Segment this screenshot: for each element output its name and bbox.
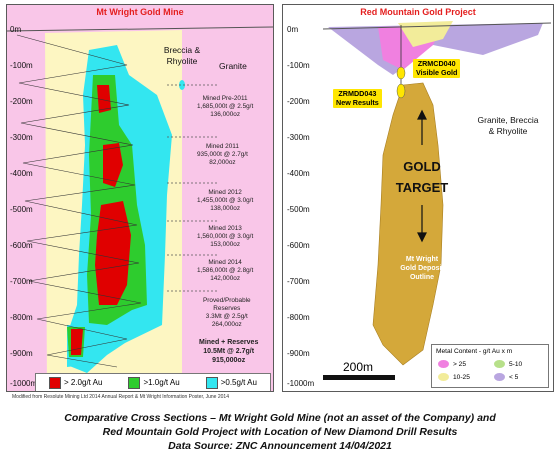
depth-label: -100m <box>287 61 310 70</box>
legend-item: > 2.0g/t Au <box>48 376 102 389</box>
depth-label: -1000m <box>10 379 38 388</box>
production-boundaries <box>167 84 219 292</box>
mined-2012-annotation: Mined 2012 1,455,000t @ 3.0g/t 138,000oz <box>197 189 254 212</box>
depth-label: -400m <box>10 169 33 178</box>
depth-label: -300m <box>287 133 310 142</box>
gold-deposit-outline <box>372 82 444 366</box>
gold-target-label: GOLD TARGET <box>395 159 449 195</box>
legend-item: 5-10 <box>494 360 522 368</box>
caption-line-1: Comparative Cross Sections – Mt Wright G… <box>64 412 496 424</box>
right-panel-title: Red Mountain Gold Project <box>360 7 476 17</box>
legend-swatch <box>438 373 449 381</box>
grade-legend: > 2.0g/t Au >1.0g/t Au >0.5g/t Au <box>35 373 271 391</box>
depth-label: -900m <box>287 349 310 358</box>
legend-title: Metal Content - g/t Au x m <box>436 348 513 355</box>
metal-content-legend: Metal Content - g/t Au x m > 25 5-10 10-… <box>431 344 549 388</box>
left-panel-title: Mt Wright Gold Mine <box>96 7 184 17</box>
scale-bar <box>323 375 395 380</box>
intercept-zrmcd040 <box>396 66 406 80</box>
mt-wright-outline-label: Mt Wright Gold Deposit Outline <box>400 256 444 282</box>
legend-item: >1.0g/t Au <box>128 376 180 389</box>
grade-shell-over-2-0 <box>97 85 111 113</box>
depth-label: -600m <box>10 241 33 250</box>
drill-traces <box>16 34 142 368</box>
reserves-annotation: Proved/Probable Reserves 3.3Mt @ 2.5g/t … <box>203 297 251 328</box>
target-arrows <box>417 109 427 243</box>
depth-label: -600m <box>287 241 310 250</box>
depth-label: -800m <box>287 313 310 322</box>
depth-label: -500m <box>10 205 33 214</box>
surface-unit-yellow <box>398 21 453 47</box>
callout-zrmcd040: ZRMCD040 Visible Gold <box>413 59 461 79</box>
mined-2011-annotation: Mined 2011 935,000t @ 2.7g/t 82,000oz <box>197 143 248 166</box>
breccia-rhyolite-label: Breccia & Rhyolite <box>163 45 201 66</box>
scale-bar-label: 200m <box>343 360 374 374</box>
depth-label: -700m <box>10 277 33 286</box>
legend-swatch <box>128 376 141 389</box>
depth-label: -500m <box>287 205 310 214</box>
legend-swatch <box>205 376 218 389</box>
depth-label: -200m <box>10 97 33 106</box>
caption-line-3: Data Source: ZNC Announcement 14/04/2021 <box>168 440 392 452</box>
surface-line <box>322 22 552 30</box>
granite-breccia-rhyolite-label: Granite, Breccia & Rhyolite <box>477 115 539 136</box>
caption-line-2: Red Mountain Gold Project with Location … <box>102 426 458 438</box>
callout-zrmdd043: ZRMDD043 New Results <box>333 89 382 109</box>
legend-swatch <box>494 373 505 381</box>
depth-label: -800m <box>10 313 33 322</box>
depth-label: 0m <box>10 25 22 34</box>
legend-swatch <box>494 360 505 368</box>
legend-swatch <box>438 360 449 368</box>
mined-2013-annotation: Mined 2013 1,560,000t @ 3.0g/t 153,000oz <box>197 225 254 248</box>
legend-swatch <box>48 376 61 389</box>
mt-wright-cross-section: Mt Wright Gold Mine 0m -100m -200m -300m… <box>6 4 274 392</box>
depth-label: 0m <box>287 25 299 34</box>
legend-item: < 5 <box>494 373 518 381</box>
depth-label: -200m <box>287 97 310 106</box>
source-credit: Modified from Resolute Mining Ltd 2014 A… <box>12 394 229 400</box>
legend-item: >0.5g/t Au <box>205 376 257 389</box>
depth-label: -900m <box>10 349 33 358</box>
depth-label: -700m <box>287 277 310 286</box>
mined-2014-annotation: Mined 2014 1,586,000t @ 2.8g/t 142,000oz <box>197 259 254 282</box>
depth-label: -1000m <box>287 379 315 388</box>
mined-pre-2011-annotation: Mined Pre-2011 1,685,000t @ 2.5g/t 136,0… <box>197 95 254 118</box>
intercept-zrmdd043 <box>396 83 406 99</box>
surface-line <box>7 26 273 32</box>
mt-wright-geology-svg <box>7 5 273 391</box>
total-annotation: Mined + Reserves 10.5Mt @ 2.7g/t 915,000… <box>199 339 259 364</box>
granite-label: Granite <box>219 61 247 71</box>
depth-label: -400m <box>287 169 310 178</box>
red-mountain-cross-section: Red Mountain Gold Project 0m -100m -200m… <box>282 4 554 392</box>
legend-item: 10-25 <box>438 373 470 381</box>
depth-label: -300m <box>10 133 33 142</box>
legend-item: > 25 <box>438 360 466 368</box>
depth-label: -100m <box>10 61 33 70</box>
